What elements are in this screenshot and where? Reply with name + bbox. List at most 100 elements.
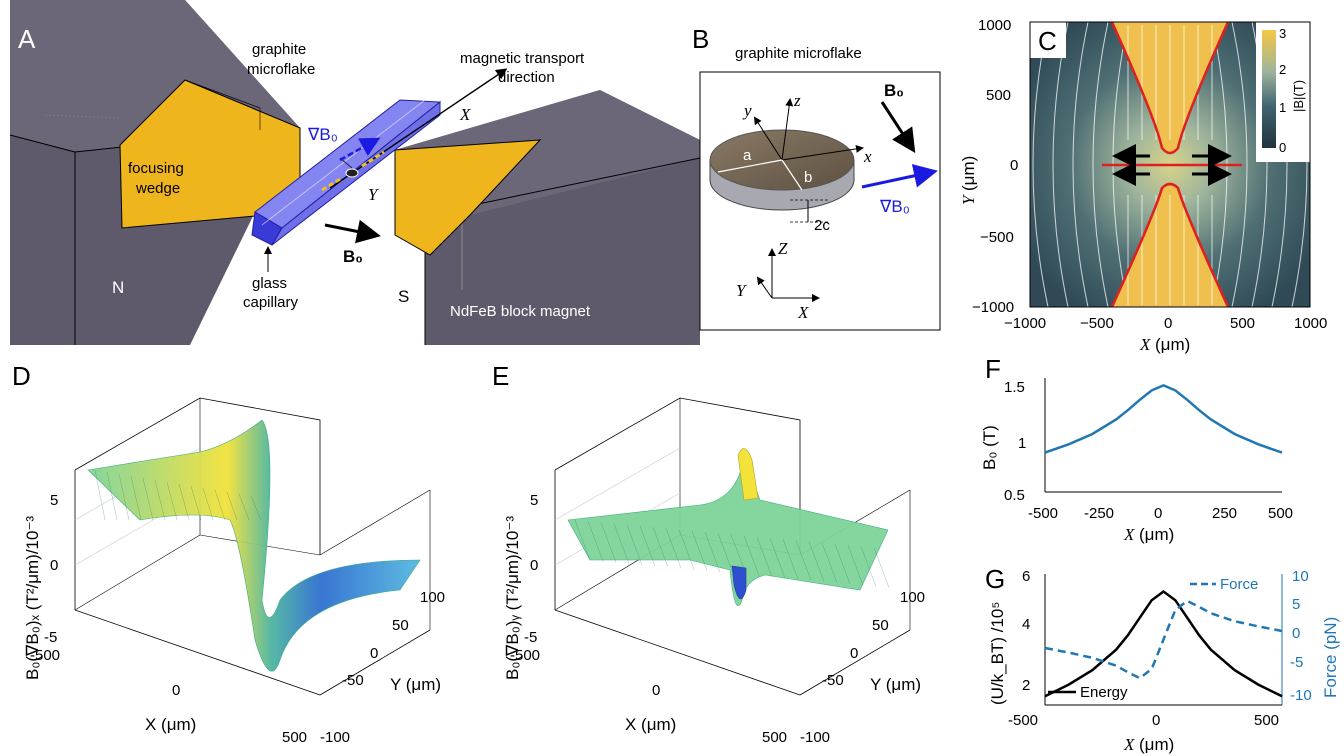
panel-b-title: graphite microflake	[735, 45, 862, 62]
mesh-line	[769, 537, 786, 579]
d-ytick-0: 0	[370, 645, 378, 662]
d-ytick-100: 100	[420, 589, 445, 606]
streamline-right	[1311, 21, 1328, 308]
panel-e: E 5 0 -5 -500 0 500 100 50 0 -50 -100 B₀…	[492, 361, 925, 746]
streamline-left	[1092, 21, 1109, 308]
e-ztick-neg5: -5	[524, 629, 537, 646]
mesh-line	[190, 485, 202, 521]
f-xtick-neg500: -500	[1028, 505, 1058, 522]
panel-a: A graphite microflake magnetic transport…	[9, 0, 701, 345]
streamline-left	[972, 21, 989, 308]
panel-letter-d: D	[12, 361, 31, 391]
mesh-line	[166, 481, 178, 521]
g-ytick-4: 4	[1022, 616, 1030, 633]
g-rtick-5: 5	[1292, 596, 1300, 613]
e-ylabel: Y (μm)	[870, 675, 921, 694]
f-xlabel-var: X	[1123, 525, 1135, 544]
mesh-line	[665, 528, 682, 569]
field-boundary-top	[1110, 21, 1230, 155]
mesh-line	[142, 477, 154, 521]
mesh-line	[691, 530, 708, 571]
g-xtick-neg500: -500	[1008, 712, 1038, 729]
label-grad-b0: ∇B₀	[307, 125, 338, 144]
e-ztick-0: 0	[530, 557, 538, 574]
c-ytick-neg500: −500	[980, 229, 1014, 246]
streamline-right	[1331, 21, 1344, 308]
g-plot-area	[1044, 574, 1283, 706]
colorbar-tick-1: 1	[1279, 100, 1286, 115]
g-xlabel-var: X	[1123, 735, 1135, 754]
f-ytick-1.5: 1.5	[1004, 379, 1025, 396]
c-ylabel-var: Y	[959, 194, 978, 205]
c-ytick-neg1000: −1000	[972, 299, 1014, 316]
label-b0-a: B₀	[343, 247, 363, 266]
microflake-dot	[345, 168, 359, 178]
mesh-line	[639, 525, 656, 567]
d-ytick-50: 50	[392, 617, 409, 634]
focusing-wedge-right	[394, 139, 542, 256]
d-ytick-neg100: -100	[320, 729, 350, 746]
streamline-right	[1231, 21, 1248, 308]
mesh-line	[202, 487, 214, 521]
g-xlabel-unit: (μm)	[1139, 735, 1174, 754]
label-y-axis: Y	[368, 185, 379, 204]
panel-f: F 1.5 1 0.5 -500 -250 0 250 500 B₀ (T) X…	[980, 354, 1293, 544]
g-series-energy	[1044, 589, 1283, 698]
field-boundary-bottom	[1110, 182, 1230, 308]
panel-letter-a: A	[18, 24, 36, 54]
panel-letter-g: G	[985, 564, 1005, 594]
label-flake-z: z	[793, 91, 801, 110]
mesh-line	[834, 543, 851, 585]
streamline-left	[952, 21, 969, 308]
streamline-left	[1072, 21, 1089, 308]
mesh-line	[782, 539, 799, 580]
colorbar	[1262, 30, 1276, 148]
mesh-line	[860, 546, 877, 587]
label-glass: glass	[252, 275, 287, 292]
g-xtick-500: 500	[1254, 712, 1279, 729]
panel-b: B graphite microflake B₀ ∇B₀ a b 2c x y …	[692, 24, 941, 331]
f-ylabel: B₀ (T)	[980, 425, 999, 470]
label-lab-y: Y	[736, 281, 747, 300]
label-south: S	[398, 287, 409, 306]
panel-letter-b: B	[692, 24, 709, 54]
colorbar-tick-0: 0	[1279, 140, 1286, 155]
label-2c: 2c	[814, 217, 830, 234]
e-xtick-500: 500	[762, 729, 787, 746]
mesh-line	[130, 475, 142, 521]
g-xtick-0: 0	[1152, 712, 1160, 729]
label-flake-x: x	[863, 147, 872, 166]
mesh-line	[704, 531, 721, 573]
mesh-line	[678, 529, 695, 570]
surface-d	[87, 419, 421, 672]
f-xtick-500: 500	[1268, 505, 1293, 522]
panel-letter-c: C	[1038, 26, 1057, 56]
mesh-line	[808, 541, 825, 582]
panel-letter-e: E	[492, 361, 509, 391]
label-wedge: wedge	[135, 180, 180, 197]
mesh-line	[795, 540, 812, 581]
label-north: N	[112, 278, 124, 297]
mesh-line	[587, 521, 604, 562]
c-ylabel-unit: (μm)	[959, 156, 978, 191]
streamline-left	[992, 21, 1009, 308]
f-xtick-neg250: -250	[1084, 505, 1114, 522]
g-legend-force: Force	[1220, 576, 1258, 593]
d-ylabel: Y (μm)	[390, 675, 441, 694]
g-ylabel-right: Force (pN)	[1321, 617, 1340, 698]
label-x-axis: X	[459, 105, 471, 124]
label-a: a	[743, 147, 752, 164]
d-ztick-5: 5	[50, 492, 58, 509]
c-ytick-500: 500	[986, 87, 1011, 104]
d-zlabel: B₀(∇B₀)ₓ (T²/μm)/10⁻³	[23, 516, 42, 680]
c-xtick-0: 0	[1164, 315, 1172, 332]
e-xlabel: X (μm)	[625, 715, 676, 734]
mesh-line	[730, 534, 747, 575]
label-lab-x: X	[797, 303, 809, 322]
mesh-line	[756, 536, 773, 577]
label-flake-y: y	[742, 101, 752, 120]
mesh-line	[873, 547, 890, 588]
f-series-line	[1044, 383, 1283, 454]
c-xtick-500: 500	[1230, 315, 1255, 332]
